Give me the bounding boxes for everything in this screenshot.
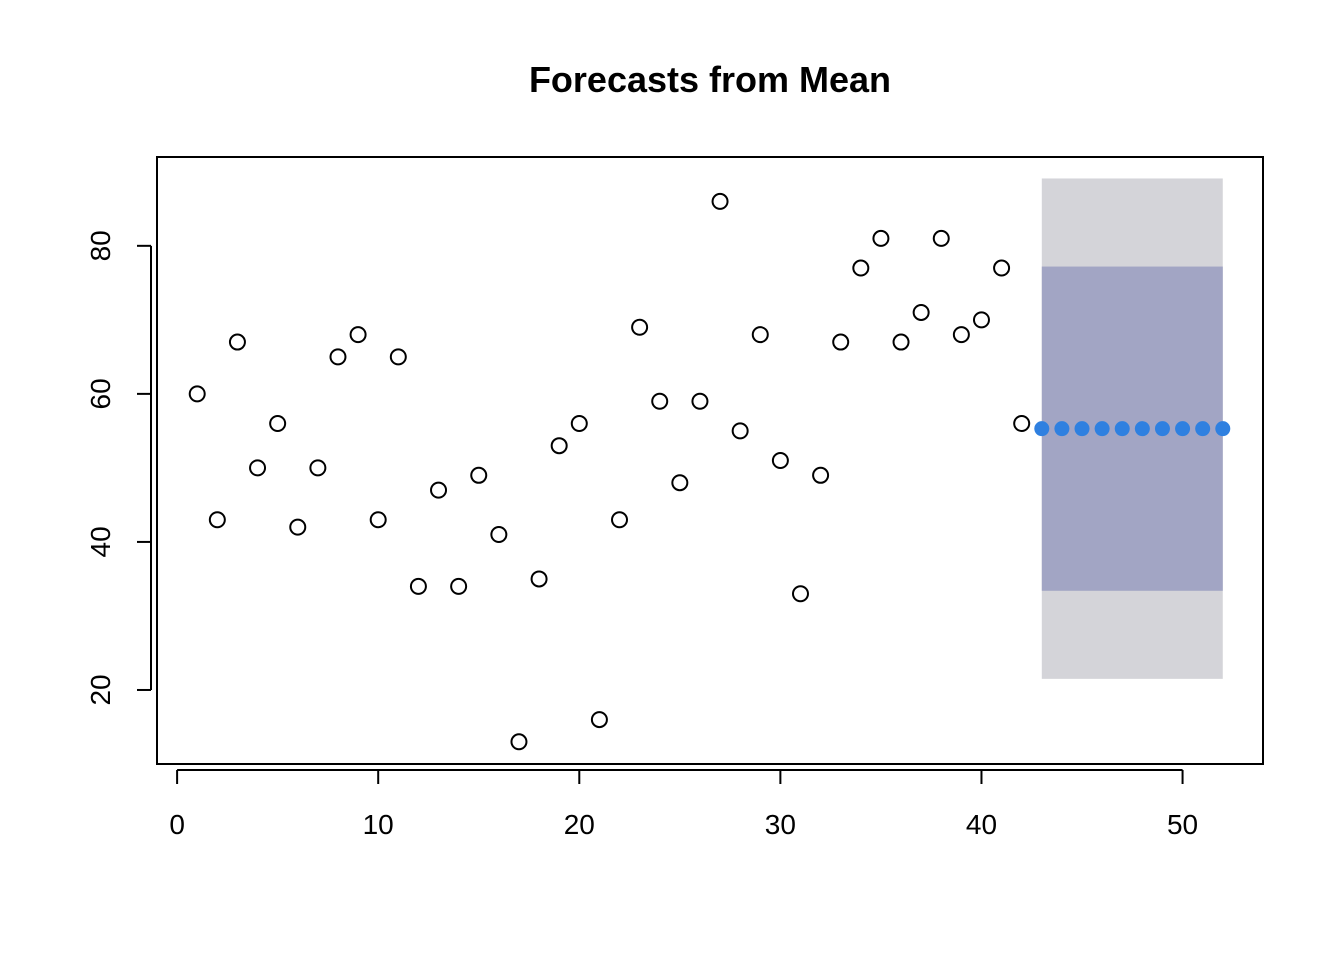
x-tick-label: 0	[169, 809, 185, 840]
observed-point	[249, 459, 267, 477]
x-axis: 0 10 20 30 40 50	[169, 769, 1198, 840]
y-tick-label: 40	[85, 526, 116, 557]
x-tick-label: 10	[363, 809, 394, 840]
x-tick-label: 50	[1167, 809, 1198, 840]
observed-point	[791, 585, 809, 603]
observed-point	[590, 711, 608, 729]
observed-point	[731, 422, 749, 440]
observed-point	[470, 466, 488, 484]
observed-point	[751, 326, 769, 344]
observed-point	[450, 577, 468, 595]
observed-point	[430, 481, 448, 499]
observed-point	[409, 577, 427, 595]
observed-point	[228, 333, 246, 351]
observed-point	[631, 318, 649, 336]
observed-point	[932, 229, 950, 247]
observed-point	[208, 511, 226, 529]
observed-point	[490, 526, 508, 544]
observed-point	[952, 326, 970, 344]
interval-80-band	[1041, 266, 1223, 591]
forecast-point	[1074, 421, 1090, 437]
forecast-points	[1034, 421, 1231, 437]
y-tick-label: 20	[85, 674, 116, 705]
observed-point	[812, 466, 830, 484]
x-tick-label: 40	[966, 809, 997, 840]
y-tick-label: 80	[85, 230, 116, 261]
observed-point	[832, 333, 850, 351]
forecast-point	[1114, 421, 1130, 437]
x-tick-label: 30	[765, 809, 796, 840]
observed-point	[912, 303, 930, 321]
observed-point	[1013, 414, 1031, 432]
prediction-interval-bands	[1041, 178, 1223, 679]
observed-point	[570, 414, 588, 432]
observed-point	[289, 518, 307, 536]
observed-point	[972, 311, 990, 329]
forecast-point	[1195, 421, 1211, 437]
x-tick-label: 20	[564, 809, 595, 840]
observed-point	[349, 326, 367, 344]
observed-point	[309, 459, 327, 477]
observed-points	[188, 192, 1031, 751]
observed-point	[611, 511, 629, 529]
observed-point	[671, 474, 689, 492]
observed-point	[510, 733, 528, 751]
observed-point	[993, 259, 1011, 277]
observed-point	[771, 452, 789, 469]
observed-point	[691, 392, 709, 410]
y-axis: 20 40 60 80	[85, 230, 152, 706]
observed-point	[892, 333, 910, 351]
forecast-point	[1094, 421, 1110, 437]
observed-point	[329, 348, 347, 366]
forecast-point	[1215, 421, 1231, 437]
y-tick-label: 60	[85, 378, 116, 409]
observed-point	[530, 570, 548, 588]
observed-point	[711, 192, 729, 210]
forecast-point	[1134, 421, 1150, 437]
observed-point	[389, 348, 407, 366]
forecast-point	[1054, 421, 1070, 437]
forecast-point	[1154, 421, 1170, 437]
forecast-point	[1175, 421, 1191, 437]
observed-point	[269, 414, 287, 432]
observed-point	[188, 385, 206, 403]
observed-point	[852, 259, 870, 277]
plot-frame	[156, 156, 1264, 765]
observed-point	[651, 392, 669, 410]
chart-title: Forecasts from Mean	[529, 59, 891, 100]
observed-point	[872, 229, 890, 247]
observed-point	[369, 511, 387, 529]
forecast-point	[1034, 421, 1050, 437]
observed-point	[550, 437, 568, 455]
